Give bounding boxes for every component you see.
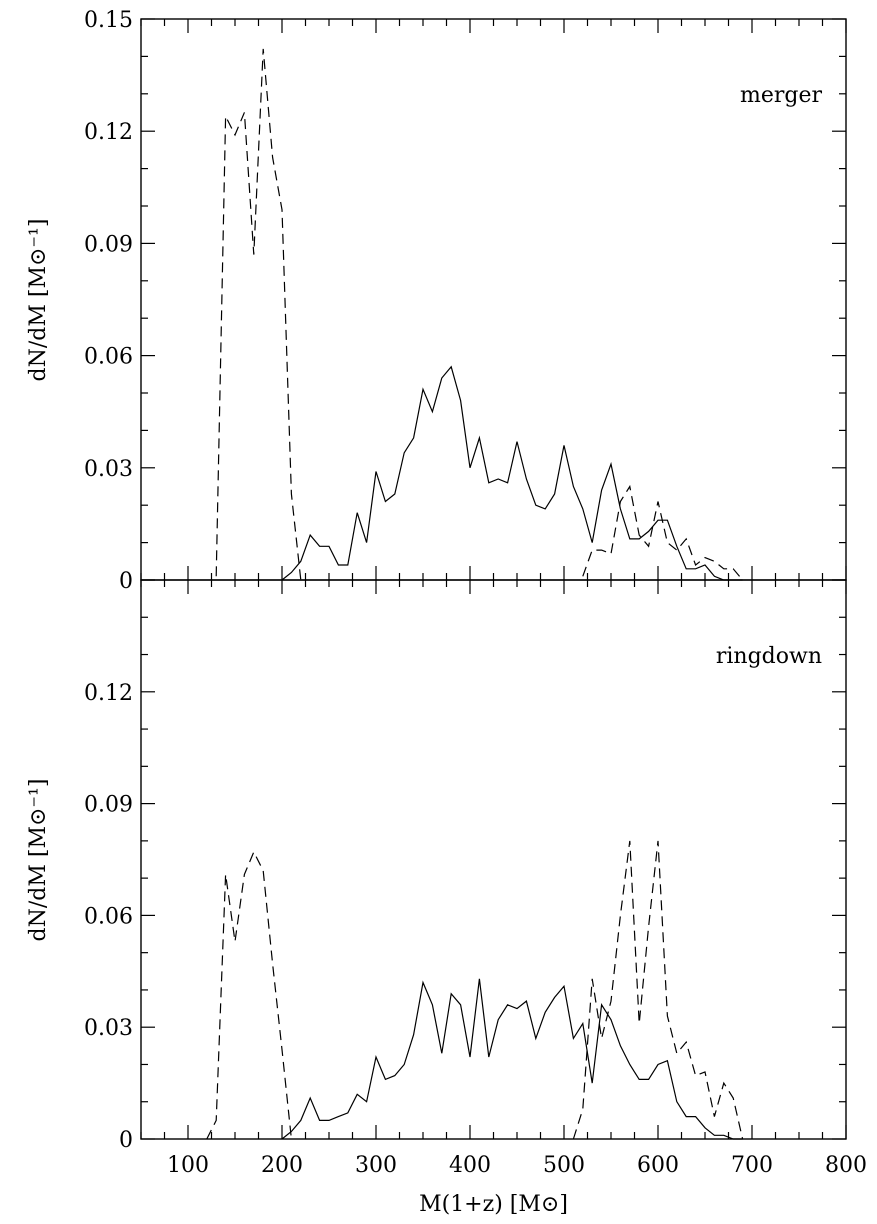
merger-panel: 0 0.03 0.06 0.09 0.12 0.15 dN/dM [M⊙⁻¹] merger	[26, 8, 847, 594]
y-tick-label: 0.06	[84, 904, 133, 929]
ringdown-panel: 0 0.03 0.06 0.09 0.12 100 200 300 400 500 600 700 80…	[26, 579, 867, 1217]
x-axis-title: M(1+z) [M⊙]	[419, 1192, 568, 1217]
x-tick-label: 600	[637, 1153, 679, 1178]
y-tick-label: 0.12	[84, 681, 133, 706]
dashed-series-line	[215, 48, 302, 581]
x-tick-label: 300	[355, 1153, 397, 1178]
x-tick-label: 700	[731, 1153, 773, 1178]
x-tick-label: 500	[543, 1153, 585, 1178]
y-tick-label: 0.03	[84, 1016, 133, 1041]
solid-series-line	[281, 978, 743, 1140]
y-tick-label: 0.09	[84, 793, 133, 818]
y-tick-label: 0	[119, 569, 133, 594]
solid-series-line	[281, 365, 743, 581]
y-tick-label: 0.09	[84, 232, 133, 257]
dashed-series-line	[572, 840, 744, 1140]
y-axis-title: dN/dM [M⊙⁻¹]	[26, 219, 51, 382]
panel-label: merger	[740, 83, 823, 108]
y-tick-label: 0.03	[84, 457, 133, 482]
x-tick-label: 100	[167, 1153, 209, 1178]
panel-label: ringdown	[716, 644, 822, 669]
x-tick-label: 200	[261, 1153, 303, 1178]
x-tick-label: 800	[825, 1153, 867, 1178]
y-axis-title: dN/dM [M⊙⁻¹]	[26, 779, 51, 942]
y-tick-label: 0.12	[84, 120, 133, 145]
dashed-series-line	[582, 484, 744, 581]
x-tick-label: 400	[449, 1153, 491, 1178]
y-tick-label: 0.06	[84, 345, 133, 370]
dashed-series-line	[206, 850, 292, 1140]
y-tick-label: 0	[119, 1128, 133, 1153]
y-tick-label: 0.15	[84, 8, 133, 33]
